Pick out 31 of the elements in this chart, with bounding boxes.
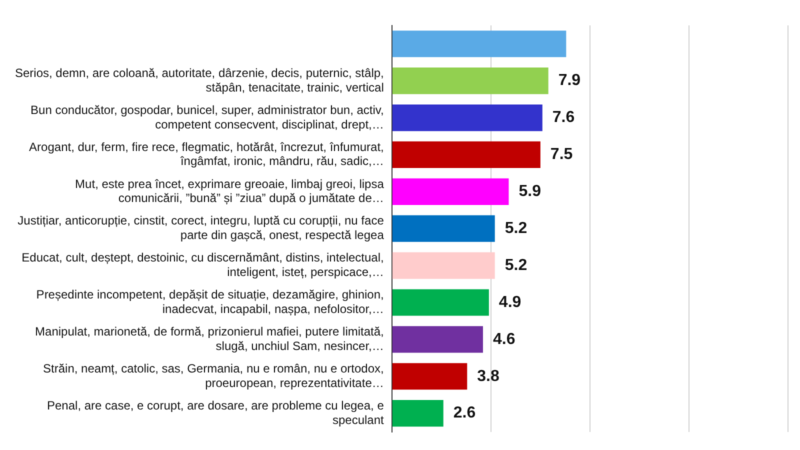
data-label: 5.2	[504, 220, 528, 238]
bar	[392, 400, 444, 427]
y-tick-label: Educat, cult, deștept, destoinic, cu discernământ, distins, intelectual, inteligent, isteț, perspicace,…	[22, 250, 384, 280]
y-tick-label: Bun conducător, gospodar, bunicel, super, administrator bun, activ, competent consecvent, disciplinat, drept,…	[30, 102, 384, 132]
bar	[392, 104, 542, 132]
y-tick-label: Mut, este prea încet, exprimare greoaie, limbaj greoi, lipsa comunicării, ”bună” și ”ziua” după o jumătate de…	[75, 176, 384, 206]
data-label: 2.6	[453, 404, 476, 422]
data-label: 3.8	[477, 368, 500, 385]
y-tick-label: Manipulat, marionetă, de formă, prizonierul mafiei, putere limitată, slugă, unchiul Sam, nesincer,…	[35, 324, 384, 353]
data-label: 7.9	[558, 72, 581, 90]
y-tick-label: Străin, neamț, catolic, sas, Germania, nu e român, nu e ortodox, proeuropean, reprezentativitate…	[43, 361, 384, 390]
y-tick-label: Justițiar, anticorupție, cinstit, corect, integru, luptă cu corupții, nu face parte din gașcă, onest, respectă legea	[18, 214, 384, 242]
y-tick-label: Penal, are case, e corupt, are dosare, are probleme cu legea, e speculant	[46, 398, 385, 427]
bar	[392, 68, 548, 94]
bar	[392, 30, 566, 58]
bar	[392, 289, 489, 316]
bar	[392, 252, 495, 279]
bar	[392, 178, 509, 205]
y-tick-label: Serios, demn, are coloană, autoritate, dârzenie, decis, puternic, stâlp, stăpân, tenacitate, trainic, vertical	[14, 66, 384, 94]
y-tick-label: Președinte incompetent, depășit de situație, dezamăgire, ghinion, inadecvat, incapabil, nașpa, nefolositor,…	[36, 288, 384, 316]
data-label: 4.6	[492, 330, 516, 348]
bar	[392, 363, 468, 390]
bar	[392, 141, 540, 168]
bar	[392, 215, 495, 242]
bar	[392, 326, 483, 353]
data-label: 7.5	[550, 146, 573, 164]
data-label: 7.6	[552, 109, 575, 126]
y-tick-label: Arogant, dur, ferm, fire rece, flegmatic, hotărât, încrezut, înfumurat, îngâmfat, ironic, mândru, rău, sadic,…	[29, 140, 384, 168]
data-label: 4.9	[498, 294, 522, 311]
data-label: 5.9	[518, 183, 542, 200]
data-label: 5.2	[504, 256, 528, 274]
